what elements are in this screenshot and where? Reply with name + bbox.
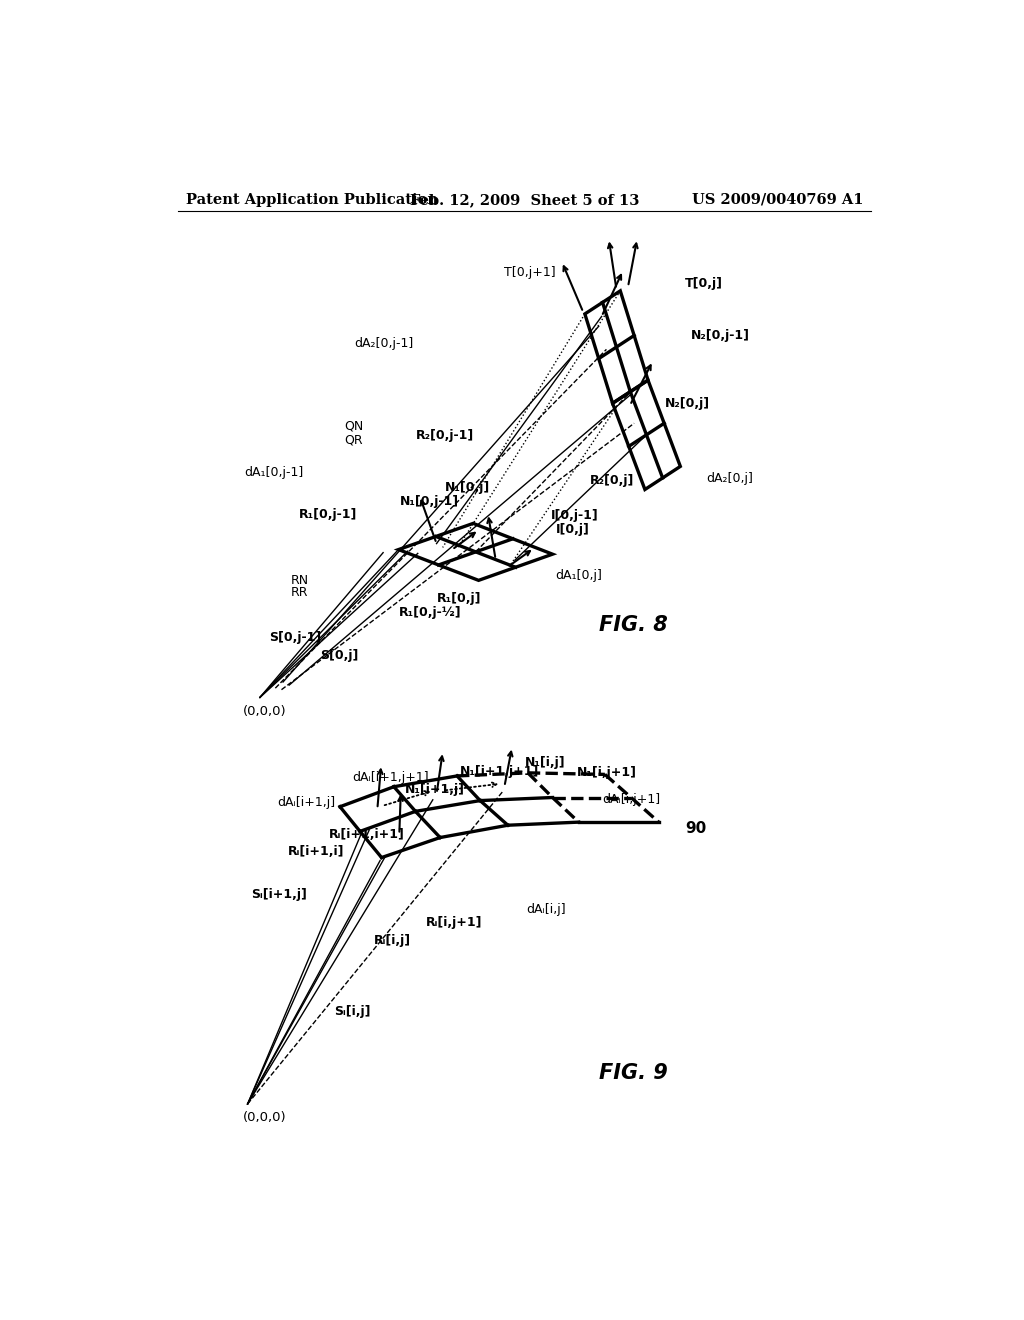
Text: T[0,j]: T[0,j]	[685, 277, 723, 289]
Text: (0,0,0): (0,0,0)	[243, 705, 287, 718]
Text: T[0,j+1]: T[0,j+1]	[504, 265, 556, 279]
Text: (0,0,0): (0,0,0)	[243, 1111, 287, 1125]
Text: R₁[0,j-½]: R₁[0,j-½]	[398, 606, 461, 619]
Text: I[0,j-1]: I[0,j-1]	[551, 510, 599, 523]
Text: N₁[i+1,j+1]: N₁[i+1,j+1]	[460, 764, 540, 777]
Text: N₁[i,j]: N₁[i,j]	[524, 755, 565, 768]
Text: R₂[0,j]: R₂[0,j]	[590, 474, 634, 487]
Text: N₂[0,j]: N₂[0,j]	[665, 397, 710, 409]
Text: S[0,j]: S[0,j]	[319, 649, 358, 663]
Text: N₁[0,j]: N₁[0,j]	[444, 482, 489, 495]
Text: R₁[0,j]: R₁[0,j]	[437, 593, 481, 606]
Text: US 2009/0040769 A1: US 2009/0040769 A1	[692, 193, 863, 207]
Text: dA₁[0,j-1]: dA₁[0,j-1]	[245, 466, 304, 479]
Text: Sᵢ[i,j]: Sᵢ[i,j]	[334, 1005, 371, 1018]
Text: FIG. 8: FIG. 8	[599, 615, 668, 635]
Text: R₂[0,j-1]: R₂[0,j-1]	[416, 429, 474, 442]
Text: dAᵢ[i+1,j]: dAᵢ[i+1,j]	[276, 796, 335, 809]
Text: QR: QR	[345, 434, 364, 446]
Text: RN: RN	[291, 574, 309, 587]
Text: QN: QN	[345, 420, 364, 433]
Text: Feb. 12, 2009  Sheet 5 of 13: Feb. 12, 2009 Sheet 5 of 13	[411, 193, 639, 207]
Text: Rᵢ[i+1,i]: Rᵢ[i+1,i]	[288, 845, 344, 858]
Text: Sᵢ[i+1,j]: Sᵢ[i+1,j]	[251, 888, 306, 902]
Text: dAᵢ[i+1,j+1]: dAᵢ[i+1,j+1]	[352, 771, 429, 784]
Text: Rᵢ[i,j]: Rᵢ[i,j]	[374, 935, 411, 948]
Text: N₁[0,j-1]: N₁[0,j-1]	[400, 495, 459, 508]
Text: I[0,j]: I[0,j]	[556, 523, 590, 536]
Text: Rᵢ[i,j+1]: Rᵢ[i,j+1]	[426, 916, 482, 929]
Text: Patent Application Publication: Patent Application Publication	[186, 193, 438, 207]
Text: R₁[0,j-1]: R₁[0,j-1]	[298, 508, 356, 520]
Text: Rᵢ[i+1,i+1]: Rᵢ[i+1,i+1]	[330, 828, 406, 841]
Text: 90: 90	[685, 821, 707, 836]
Text: RR: RR	[291, 586, 308, 599]
Text: S[0,j-1]: S[0,j-1]	[269, 631, 322, 644]
Text: dA₁[0,j]: dA₁[0,j]	[556, 569, 602, 582]
Text: FIG. 9: FIG. 9	[599, 1063, 668, 1084]
Text: dAᵢ[i,j+1]: dAᵢ[i,j+1]	[602, 792, 659, 805]
Text: dA₂[0,j-1]: dA₂[0,j-1]	[354, 337, 413, 350]
Text: N₁[i+1,j]: N₁[i+1,j]	[404, 783, 465, 796]
Text: N₁[i,j+1]: N₁[i,j+1]	[578, 767, 637, 779]
Text: dA₂[0,j]: dA₂[0,j]	[707, 473, 754, 486]
Text: dAᵢ[i,j]: dAᵢ[i,j]	[526, 903, 566, 916]
Text: N₂[0,j-1]: N₂[0,j-1]	[691, 329, 751, 342]
